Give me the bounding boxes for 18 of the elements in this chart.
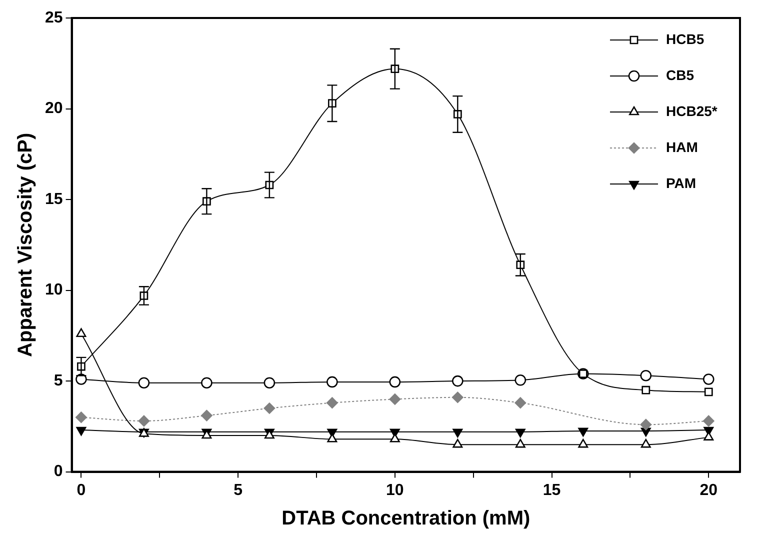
legend-label: HCB25* xyxy=(666,102,718,119)
y-tick-label: 5 xyxy=(54,372,63,390)
y-tick-label: 25 xyxy=(45,9,63,26)
legend-label: CB5 xyxy=(666,66,694,83)
x-axis-title: DTAB Concentration (mM) xyxy=(282,508,530,530)
legend-label: HAM xyxy=(666,138,698,155)
x-tick-label: 15 xyxy=(542,482,561,499)
y-tick-label: 20 xyxy=(45,100,63,118)
x-tick-label: 10 xyxy=(386,482,404,499)
x-tick-label: 0 xyxy=(76,482,86,499)
x-tick-label: 5 xyxy=(234,482,243,499)
y-tick-label: 0 xyxy=(54,463,63,480)
legend-label: HCB5 xyxy=(666,30,704,47)
y-tick-label: 15 xyxy=(45,190,63,208)
y-axis-title: Apparent Viscosity (cP) xyxy=(14,132,37,357)
y-tick-label: 10 xyxy=(45,282,63,299)
x-tick-label: 20 xyxy=(700,482,718,499)
legend-label: PAM xyxy=(666,174,696,191)
